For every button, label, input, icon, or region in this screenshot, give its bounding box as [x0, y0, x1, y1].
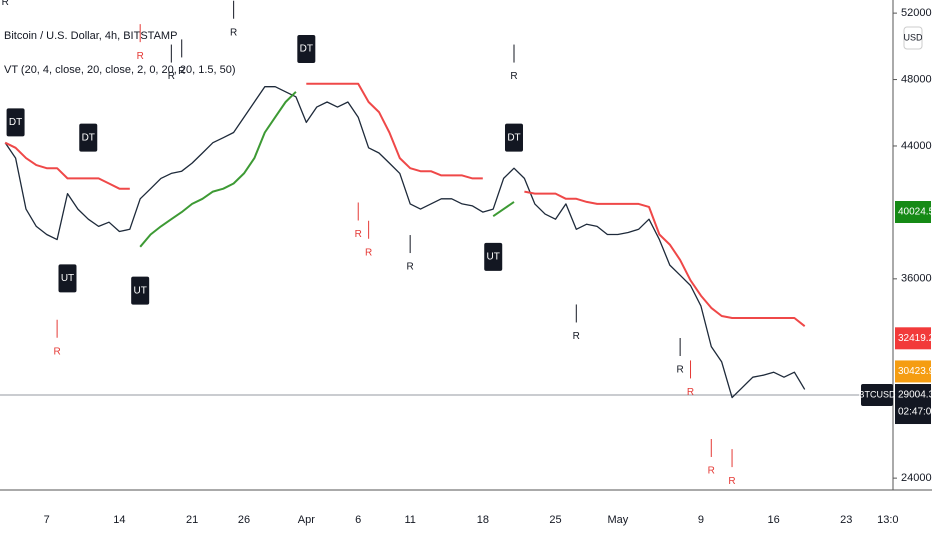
signal-label: DT	[9, 117, 22, 128]
signal-label: UT	[487, 252, 500, 263]
y-tick-label: 52000.00	[901, 7, 932, 19]
x-tick-label: 11	[404, 514, 415, 526]
signal-box	[79, 123, 98, 152]
x-tick-label: 26	[238, 514, 250, 526]
x-tick-label: Apr	[298, 514, 315, 526]
signal-text: R	[708, 466, 715, 477]
countdown: 02:47:07	[898, 407, 932, 418]
x-tick-label: 25	[549, 514, 561, 526]
x-tick-label: 7	[44, 514, 50, 526]
price-line	[4, 86, 806, 399]
price-badge-label: 40024.56	[898, 207, 932, 218]
price-badge	[895, 327, 931, 350]
price-badge-label: 32419.27	[898, 333, 932, 344]
y-tick-label: 48000.00	[901, 73, 932, 85]
signal-text: R	[178, 66, 185, 77]
indicator-legend: VT (20, 4, close, 20, close, 2, 0, 20, 2…	[4, 64, 236, 76]
x-tick-label: 21	[186, 514, 198, 526]
x-tick-label: May	[607, 514, 628, 526]
price-badge	[895, 201, 931, 224]
currency-label[interactable]: USD	[903, 32, 923, 42]
signal-box	[504, 123, 523, 152]
signal-text: R	[53, 346, 60, 357]
signal-text: R	[137, 51, 144, 62]
x-tick-label: 9	[698, 514, 704, 526]
y-tick-label: 36000.00	[901, 273, 932, 285]
signal-label: UT	[134, 285, 147, 296]
signal-label: UT	[61, 273, 74, 284]
signal-text: R	[573, 331, 580, 342]
signal-text: R	[355, 229, 362, 240]
signal-text: R	[230, 27, 237, 38]
x-tick-label: 14	[113, 514, 125, 526]
chart-title: Bitcoin / U.S. Dollar, 4h, BITSTAMP	[4, 30, 177, 42]
signal-label: DT	[300, 44, 313, 55]
symbol-label: BTCUSD	[858, 389, 896, 399]
x-tick-label: 16	[767, 514, 779, 526]
x-tick-label: 18	[477, 514, 489, 526]
currency-button[interactable]	[903, 26, 923, 50]
signal-text: R	[2, 0, 9, 8]
x-tick-label: 23	[840, 514, 852, 526]
y-tick-label: 44000.00	[901, 140, 932, 152]
x-tick-label: 6	[355, 514, 361, 526]
trailing-stop	[4, 82, 806, 327]
price-badge	[895, 360, 931, 383]
signal-text: R	[510, 71, 517, 82]
x-tick-label: 13:0	[877, 514, 898, 526]
signal-box	[484, 242, 503, 271]
signal-label: DT	[507, 132, 520, 143]
price-badge-label: 30423.90	[898, 366, 932, 377]
signal-box	[6, 108, 25, 137]
signal-text: R	[168, 71, 175, 82]
signal-text: R	[365, 247, 372, 258]
signal-label: DT	[82, 132, 95, 143]
price-badge-label: 29004.35	[898, 390, 932, 401]
signal-text: R	[687, 387, 694, 398]
trailing-stop	[139, 91, 515, 248]
signal-box	[297, 34, 316, 63]
price-badge	[895, 384, 931, 425]
signal-box	[131, 276, 150, 305]
signal-box	[58, 264, 77, 293]
symbol-badge	[861, 384, 893, 407]
signal-text: R	[677, 365, 684, 376]
signal-text: R	[728, 476, 735, 487]
y-tick-label: 24000.00	[901, 472, 932, 484]
signal-text: R	[407, 262, 414, 273]
